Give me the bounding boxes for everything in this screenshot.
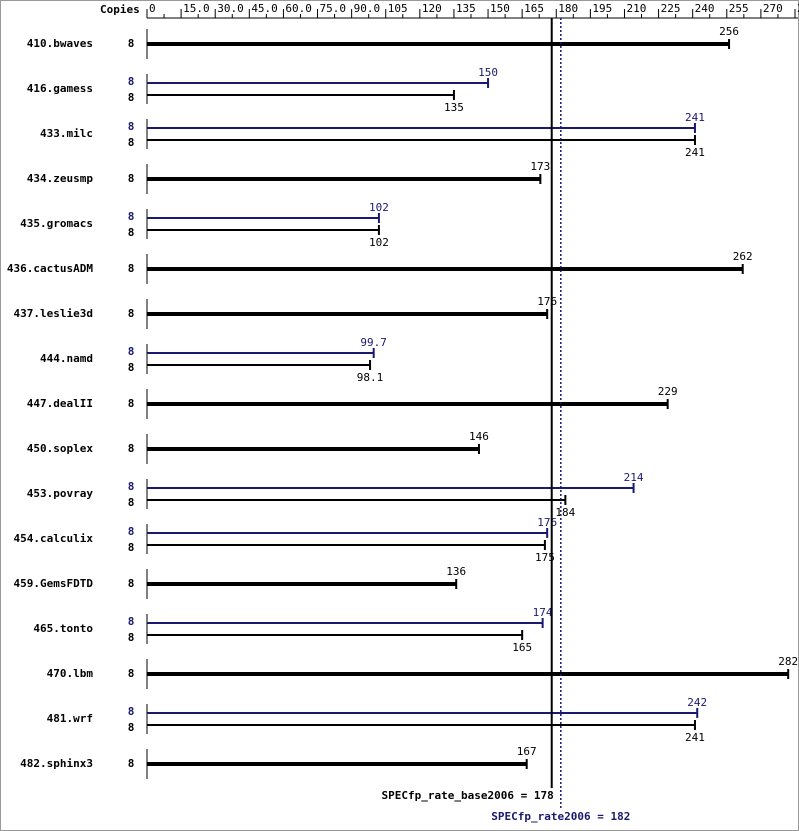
benchmark-label: 459.GemsFDTD: [14, 577, 94, 590]
value-label: 150: [478, 66, 498, 79]
value-label: 242: [687, 696, 707, 709]
value-label: 136: [446, 565, 466, 578]
copies-label: 8: [128, 721, 135, 734]
value-label: 229: [658, 385, 678, 398]
x-tick-label: 60.0: [285, 2, 312, 15]
copies-label: 8: [128, 361, 135, 374]
copies-label: 8: [128, 480, 135, 493]
benchmark-label: 450.soplex: [27, 442, 94, 455]
value-label: 184: [555, 506, 575, 519]
value-label: 241: [685, 146, 705, 159]
benchmark-label: 416.gamess: [27, 82, 93, 95]
copies-label: 8: [128, 615, 135, 628]
copies-label: 8: [128, 525, 135, 538]
benchmark-label: 434.zeusmp: [27, 172, 94, 185]
copies-label: 8: [128, 75, 135, 88]
benchmark-label: 453.povray: [27, 487, 94, 500]
value-label: 135: [444, 101, 464, 114]
copies-label: 8: [128, 172, 135, 185]
value-label: 167: [517, 745, 537, 758]
copies-label: 8: [128, 136, 135, 149]
copies-label: 8: [128, 345, 135, 358]
value-label: 146: [469, 430, 489, 443]
copies-label: 8: [128, 577, 135, 590]
copies-label: 8: [128, 757, 135, 770]
value-label: 214: [624, 471, 644, 484]
benchmark-label: 470.lbm: [47, 667, 94, 680]
copies-label: 8: [128, 120, 135, 133]
x-tick-label: 0: [149, 2, 156, 15]
value-label: 176: [537, 516, 557, 529]
benchmark-label: 482.sphinx3: [20, 757, 93, 770]
value-label: 173: [530, 160, 550, 173]
value-label: 99.7: [360, 336, 387, 349]
value-label: 98.1: [357, 371, 384, 384]
benchmark-label: 481.wrf: [47, 712, 93, 725]
x-tick-label: 150: [490, 2, 510, 15]
value-label: 262: [733, 250, 753, 263]
copies-label: 8: [128, 210, 135, 223]
value-label: 102: [369, 236, 389, 249]
x-tick-label: 240: [695, 2, 715, 15]
reference-label: SPECfp_rate2006 = 182: [491, 810, 630, 823]
value-label: 241: [685, 111, 705, 124]
reference-label: SPECfp_rate_base2006 = 178: [382, 789, 554, 802]
x-tick-label: 180: [558, 2, 578, 15]
copies-label: 8: [128, 442, 135, 455]
x-tick-label: 210: [626, 2, 646, 15]
benchmark-label: 410.bwaves: [27, 37, 93, 50]
value-label: 165: [512, 641, 532, 654]
benchmark-label: 433.milc: [40, 127, 93, 140]
value-label: 241: [685, 731, 705, 744]
value-label: 175: [535, 551, 555, 564]
copies-label: 8: [128, 667, 135, 680]
copies-label: 8: [128, 496, 135, 509]
copies-label: 8: [128, 91, 135, 104]
copies-header: Copies: [100, 3, 140, 16]
copies-label: 8: [128, 705, 135, 718]
x-tick-label: 15.0: [183, 2, 210, 15]
copies-label: 8: [128, 262, 135, 275]
benchmark-label: 465.tonto: [33, 622, 93, 635]
x-tick-label: 105: [388, 2, 408, 15]
x-tick-label: 135: [456, 2, 476, 15]
x-tick-label: 165: [524, 2, 544, 15]
benchmark-label: 447.dealII: [27, 397, 93, 410]
value-label: 256: [719, 25, 739, 38]
benchmark-label: 436.cactusADM: [7, 262, 93, 275]
x-tick-label: 195: [592, 2, 612, 15]
benchmark-label: 454.calculix: [14, 532, 94, 545]
copies-label: 8: [128, 397, 135, 410]
copies-label: 8: [128, 541, 135, 554]
copies-label: 8: [128, 307, 135, 320]
benchmark-label: 435.gromacs: [20, 217, 93, 230]
x-tick-label: 75.0: [320, 2, 347, 15]
value-label: 102: [369, 201, 389, 214]
x-tick-label: 225: [661, 2, 681, 15]
x-tick-label: 45.0: [251, 2, 278, 15]
copies-label: 8: [128, 37, 135, 50]
copies-label: 8: [128, 631, 135, 644]
benchmark-label: 437.leslie3d: [14, 307, 93, 320]
x-tick-label: 285: [797, 2, 799, 15]
x-tick-label: 120: [422, 2, 442, 15]
benchmark-label: 444.namd: [40, 352, 93, 365]
copies-label: 8: [128, 226, 135, 239]
value-label: 282: [778, 655, 798, 668]
value-label: 176: [537, 295, 557, 308]
value-label: 174: [533, 606, 553, 619]
x-tick-label: 270: [763, 2, 783, 15]
x-tick-label: 90.0: [354, 2, 381, 15]
x-tick-label: 30.0: [217, 2, 244, 15]
x-tick-label: 255: [729, 2, 749, 15]
